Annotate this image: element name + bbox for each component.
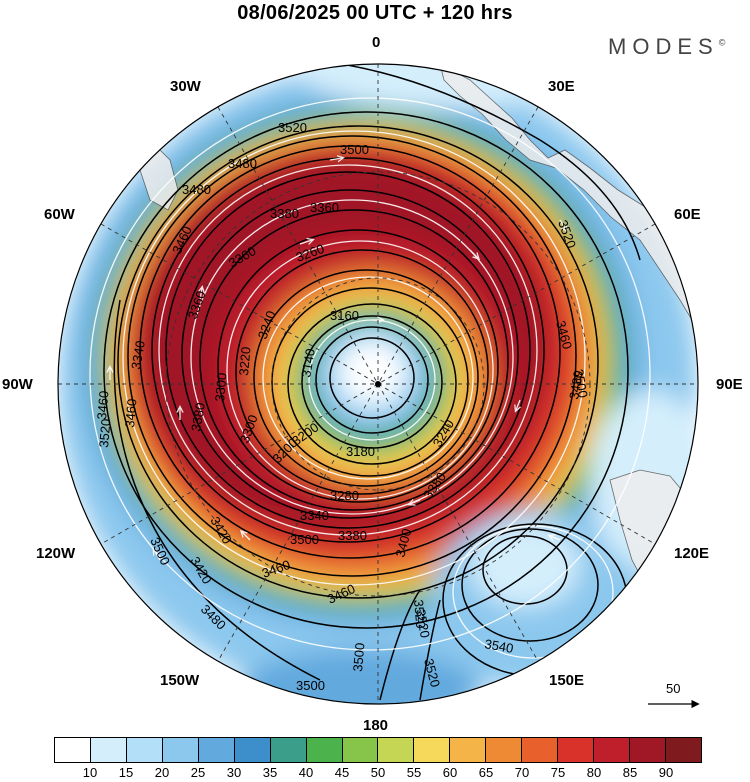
contour-label: 3520 bbox=[421, 657, 443, 689]
contour-label: 3460 bbox=[122, 398, 139, 428]
contour-label: 3520 bbox=[411, 599, 428, 629]
longitude-label-0: 0 bbox=[372, 34, 381, 51]
contour-label: 3340 bbox=[300, 508, 329, 523]
colorbar-tick-label: 65 bbox=[478, 765, 494, 780]
colorbar-tick-label: 35 bbox=[262, 765, 278, 780]
contour-label: 3180 bbox=[346, 444, 375, 459]
colorbar-swatch bbox=[594, 738, 630, 762]
longitude-label-150e: 150E bbox=[549, 672, 585, 689]
copyright-mark: © bbox=[718, 37, 726, 48]
colorbar-tick-label: 20 bbox=[154, 765, 170, 780]
contour-label: 3380 bbox=[188, 401, 208, 432]
colorbar-tick-label: 90 bbox=[658, 765, 674, 780]
colorbar-tick-label: 25 bbox=[190, 765, 206, 780]
contour-label: 3380 bbox=[270, 206, 299, 221]
colorbar-swatch bbox=[486, 738, 523, 762]
colorbar-swatch bbox=[306, 738, 343, 762]
colorbar bbox=[54, 737, 702, 763]
contour-label: 3500 bbox=[340, 142, 369, 157]
colorbar-swatch bbox=[522, 738, 559, 762]
longitude-label-60w: 60W bbox=[44, 206, 75, 223]
colorbar-tick-label: 70 bbox=[514, 765, 530, 780]
colorbar-swatch bbox=[378, 738, 415, 762]
colorbar-swatch bbox=[234, 738, 271, 762]
map-boundary bbox=[57, 63, 699, 705]
contour-label: 3500 bbox=[290, 532, 319, 547]
contour-label: 3480 bbox=[566, 369, 586, 400]
longitude-label-30e: 30E bbox=[548, 78, 575, 95]
colorbar-swatch bbox=[665, 738, 701, 762]
contour-label: 3500 bbox=[296, 678, 325, 693]
longitude-label-90e: 90E bbox=[716, 376, 743, 393]
longitude-label-90w: 90W bbox=[2, 376, 33, 393]
colorbar-labels: 10 15 20 25 30 35 40 45 50 55 60 65 70 75 80 85 90 bbox=[54, 765, 702, 781]
geopotential-contours bbox=[103, 64, 641, 701]
colorbar-tick-label: 60 bbox=[442, 765, 458, 780]
colorbar-swatch bbox=[342, 738, 379, 762]
contour-label: 3500 bbox=[571, 368, 591, 399]
contour-label: 3220 bbox=[236, 346, 253, 376]
colorbar-tick-label: 45 bbox=[334, 765, 350, 780]
longitude-label-60e: 60E bbox=[674, 206, 701, 223]
contour-label: 3480 bbox=[228, 156, 257, 171]
longitude-label-30w: 30W bbox=[170, 78, 201, 95]
colorbar-swatch bbox=[90, 738, 127, 762]
longitude-label-180: 180 bbox=[363, 717, 389, 734]
colorbar-tick-label: 10 bbox=[82, 765, 98, 780]
colorbar-swatch bbox=[630, 738, 666, 762]
brand-logo: MODES© bbox=[608, 34, 725, 60]
contour-label: 3380 bbox=[338, 528, 367, 543]
colorbar-tick-label: 30 bbox=[226, 765, 242, 780]
colorbar-swatch bbox=[414, 738, 451, 762]
wind-speed-shading bbox=[58, 64, 698, 704]
contour-label: 3460 bbox=[94, 390, 111, 420]
colorbar-swatch bbox=[126, 738, 163, 762]
contour-label: 3360 bbox=[310, 200, 339, 215]
contour-label: 3340 bbox=[128, 339, 148, 370]
longitude-label-120w: 120W bbox=[36, 545, 76, 562]
contour-label: 3520 bbox=[278, 120, 307, 135]
contour-label: 3300 bbox=[212, 372, 229, 402]
colorbar-tick-label: 40 bbox=[298, 765, 314, 780]
colorbar-tick-label: 80 bbox=[586, 765, 602, 780]
wind-streamlines bbox=[89, 97, 651, 659]
reference-vector-arrow bbox=[648, 699, 700, 709]
colorbar-swatch bbox=[198, 738, 235, 762]
contour-label: 3460 bbox=[553, 319, 575, 351]
contour-label: 3500 bbox=[350, 642, 367, 672]
colorbar-tick-label: 55 bbox=[406, 765, 422, 780]
colorbar-tick-label: 15 bbox=[118, 765, 134, 780]
contour-label: 3140 bbox=[298, 347, 318, 378]
contour-label: 3160 bbox=[330, 308, 359, 323]
colorbar-swatch bbox=[162, 738, 199, 762]
contour-label: 3280 bbox=[330, 488, 359, 503]
colorbar-tick-label: 85 bbox=[622, 765, 638, 780]
contour-label: 3520 bbox=[413, 608, 433, 639]
colorbar-tick-label: 50 bbox=[370, 765, 386, 780]
colorbar-swatch bbox=[270, 738, 307, 762]
colorbar-swatch bbox=[55, 738, 91, 762]
map-title: 08/06/2025 00 UTC + 120 hrs bbox=[237, 2, 513, 24]
reference-vector-label: 50 bbox=[666, 681, 681, 696]
longitude-label-120e: 120E bbox=[674, 545, 710, 562]
longitude-label-150w: 150W bbox=[160, 672, 200, 689]
colorbar-swatch bbox=[558, 738, 595, 762]
colorbar-tick-label: 75 bbox=[550, 765, 566, 780]
colorbar-swatch bbox=[450, 738, 487, 762]
contour-label: 3400 bbox=[392, 527, 414, 559]
contour-label: 3540 bbox=[483, 636, 514, 656]
brand-name: MODES bbox=[608, 34, 719, 59]
south-pole-marker bbox=[375, 381, 381, 387]
contour-labels: 3520 3500 3480 3480 3380 3360 3260 3520 … bbox=[94, 120, 591, 693]
contour-label: 3480 bbox=[182, 182, 211, 197]
contour-label: 3520 bbox=[96, 418, 113, 448]
